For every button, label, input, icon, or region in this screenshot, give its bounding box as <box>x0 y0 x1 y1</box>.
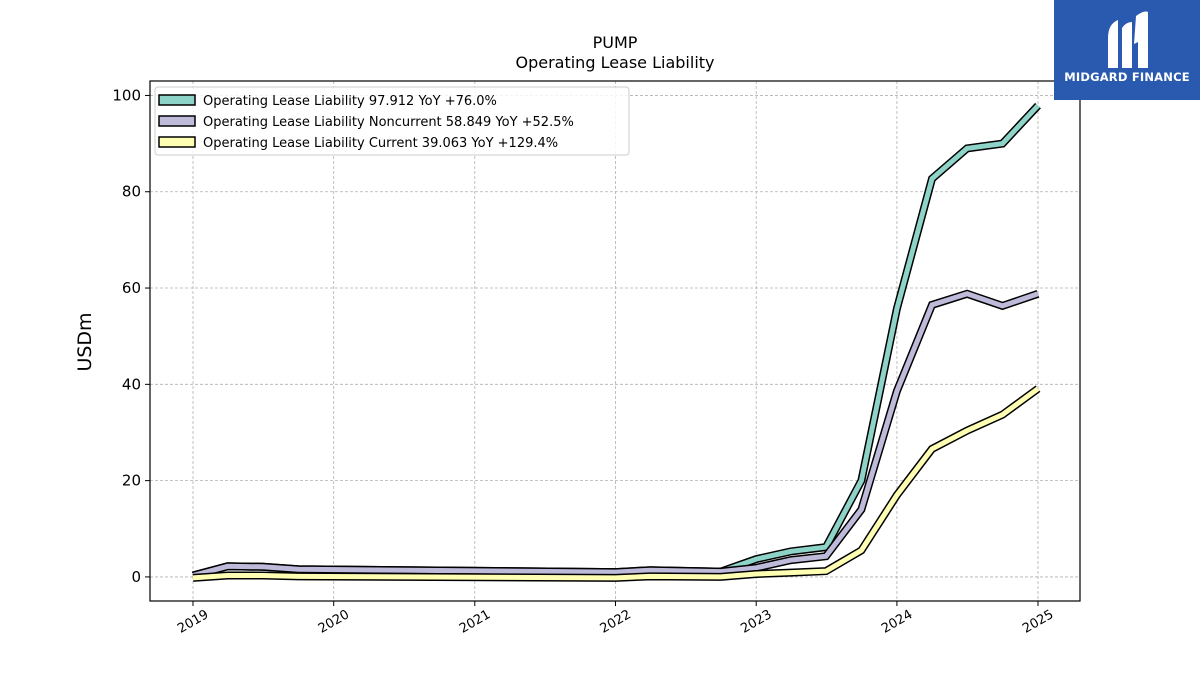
legend-swatch <box>158 115 196 127</box>
plot-frame <box>149 80 1081 602</box>
x-tick-label: 2023 <box>738 607 774 637</box>
legend-entry: Operating Lease Liability Current 39.063… <box>203 136 558 151</box>
y-tick-label: 80 <box>122 183 141 201</box>
y-tick-label: 100 <box>112 86 141 104</box>
series-line <box>192 386 1040 581</box>
legend-entry: Operating Lease Liability Noncurrent 58.… <box>203 115 574 130</box>
series-line <box>192 291 1039 578</box>
x-tick-label: 2024 <box>879 607 915 637</box>
y-tick-label: 40 <box>122 375 141 393</box>
x-tick-label: 2022 <box>598 607 634 637</box>
grid <box>150 81 1080 601</box>
x-tick-label: 2021 <box>457 607 493 637</box>
legend-swatch <box>158 94 196 106</box>
legend-swatch <box>158 136 196 148</box>
y-axis-label: USDm <box>74 312 96 371</box>
chart-subtitle: Operating Lease Liability <box>515 53 714 72</box>
y-tick-label: 20 <box>122 472 141 490</box>
midgard-finance-logo: MIDGARD FINANCE <box>1054 0 1200 100</box>
x-tick-label: 2020 <box>316 607 352 637</box>
axis-ticks: 0 20 40 60 80 100 2019 2020 2021 2022 2023 2024 2025 <box>112 86 1056 636</box>
x-tick-label: 2025 <box>1020 607 1056 637</box>
legend-box <box>154 86 630 156</box>
y-tick-label: 60 <box>122 279 141 297</box>
series-lines <box>191 102 1041 582</box>
legend: Operating Lease Liability 97.912 YoY +76… <box>154 86 630 156</box>
logo-mark-icon <box>1108 11 1148 68</box>
logo-text: MIDGARD FINANCE <box>1064 70 1190 84</box>
chart-title: PUMP <box>593 33 638 52</box>
y-tick-label: 0 <box>131 568 141 586</box>
x-tick-label: 2019 <box>175 607 211 637</box>
legend-entry: Operating Lease Liability 97.912 YoY +76… <box>203 94 497 109</box>
